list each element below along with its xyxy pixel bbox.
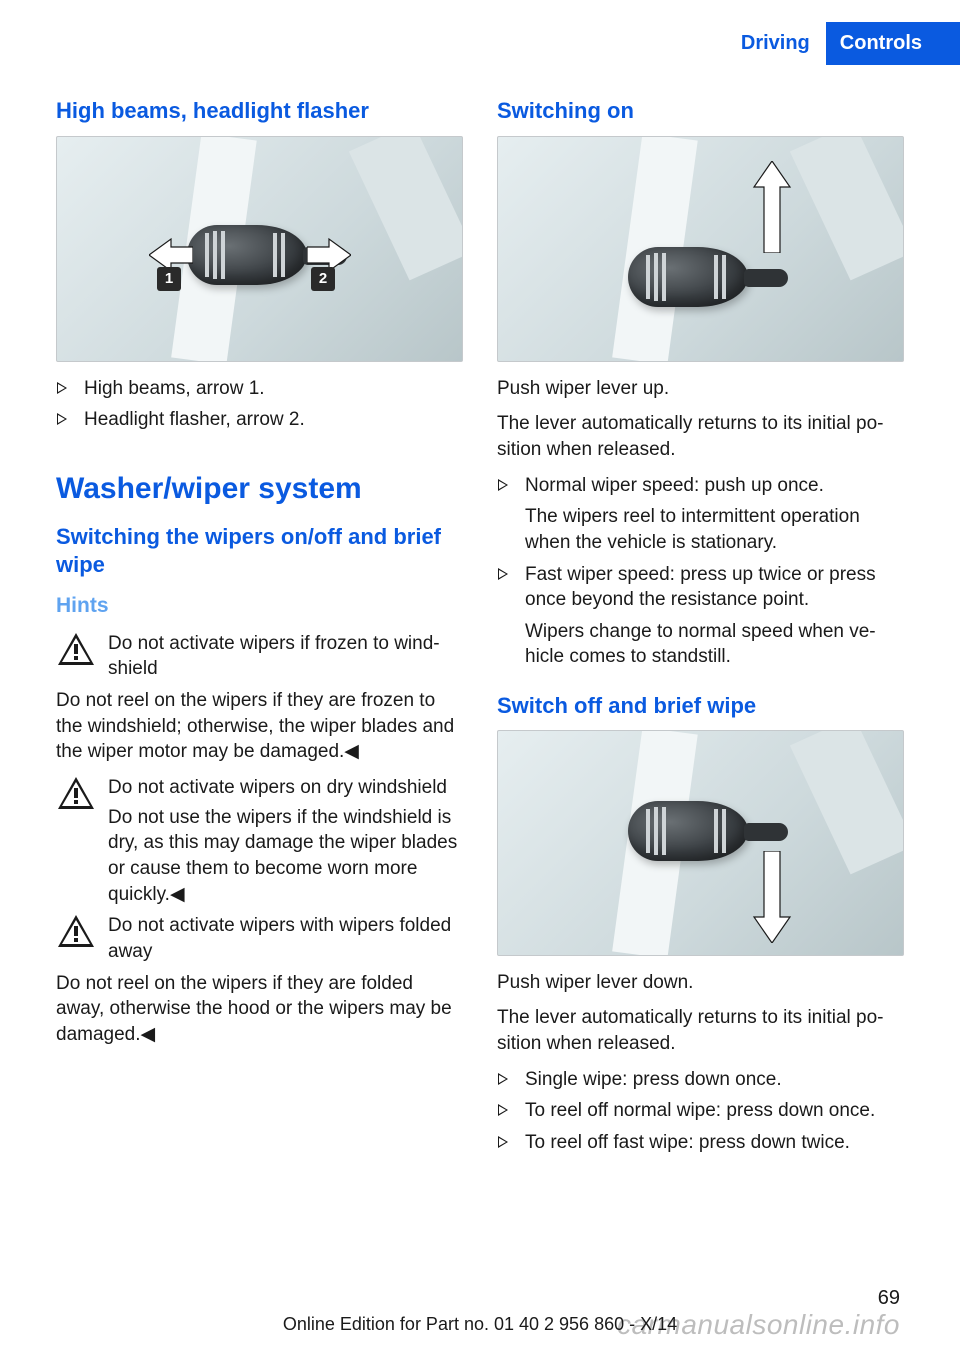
right-column: Switching on Push wiper [497,96,904,1161]
list-item: Fast wiper speed: press up twice or pres… [497,562,904,671]
list-item: Headlight flasher, arrow 2. [56,407,463,433]
warning-block: Do not activate wipers with wipers folde… [56,913,463,964]
warning-block: Do not activate wipers if frozen to wind… [56,631,463,682]
list-item: To reel off fast wipe: press down twice. [497,1130,904,1156]
figure-badge-1: 1 [157,267,181,291]
bullet-sub: Wipers change to normal speed when ve‐hi… [525,619,904,670]
arrow-down-icon [752,851,792,943]
warning-lead: Do not activate wipers on dry windshield… [108,775,463,907]
bullet-icon [497,1072,511,1086]
warning-lead-line1: Do not activate wipers on dry windshield [108,775,463,801]
bullet-main: Normal wiper speed: push up once. [525,473,904,499]
bullet-text: Fast wiper speed: press up twice or pres… [525,562,904,671]
paragraph: Push wiper lever down. [497,970,904,996]
bullet-icon [497,478,511,492]
page-header: Driving Controls [741,22,960,65]
figure-high-beams: 1 2 [56,136,463,362]
heading-switching-on: Switching on [497,96,904,126]
content-columns: High beams, headlight flasher [56,96,904,1161]
figure-lever-stub [744,823,788,841]
figure-switching-on [497,136,904,362]
footer-edition-line: Online Edition for Part no. 01 40 2 956 … [0,1312,960,1336]
bullet-icon [56,381,70,395]
bullet-text: Headlight flasher, arrow 2. [84,407,463,433]
heading-switching-wipers: Switching the wipers on/off and brief wi… [56,523,463,578]
figure-lever-stub [744,269,788,287]
warning-body: Do not reel on the wipers if they are fo… [56,971,463,1048]
list-item: To reel off normal wipe: press down once… [497,1098,904,1124]
bullet-text: Single wipe: press down once. [525,1067,904,1093]
bullet-text: Normal wiper speed: push up once. The wi… [525,473,904,556]
list-item: Single wipe: press down once. [497,1067,904,1093]
warning-lead: Do not activate wipers with wipers folde… [108,913,463,964]
warning-icon [56,775,96,811]
bullet-icon [497,1103,511,1117]
warning-icon [56,913,96,949]
bullet-main: Fast wiper speed: press up twice or pres… [525,562,904,613]
left-column: High beams, headlight flasher [56,96,463,1161]
paragraph: The lever automatically returns to its i… [497,411,904,462]
heading-high-beams: High beams, headlight flasher [56,96,463,126]
paragraph: Push wiper lever up. [497,376,904,402]
bullet-icon [497,1135,511,1149]
bullet-text: High beams, arrow 1. [84,376,463,402]
bullet-sub: The wipers reel to intermittent operatio… [525,504,904,555]
arrow-up-icon [752,161,792,253]
paragraph: The lever automatically returns to its i… [497,1005,904,1056]
list-item: Normal wiper speed: push up once. The wi… [497,473,904,556]
bullet-text: To reel off fast wipe: press down twice. [525,1130,904,1156]
heading-switch-off: Switch off and brief wipe [497,692,904,720]
figure-switch-off [497,730,904,956]
bullet-text: To reel off normal wipe: press down once… [525,1098,904,1124]
list-item: High beams, arrow 1. [56,376,463,402]
warning-block: Do not activate wipers on dry windshield… [56,775,463,907]
heading-hints: Hints [56,592,463,620]
heading-washer-wiper: Washer/wiper system [56,469,463,510]
warning-lead: Do not activate wipers if frozen to wind… [108,631,463,682]
header-right-label: Controls [826,22,960,65]
figure-badge-2: 2 [311,267,335,291]
bullet-icon [56,412,70,426]
warning-body-inline: Do not use the wipers if the windshield … [108,805,463,908]
warning-body: Do not reel on the wipers if they are fr… [56,688,463,765]
warning-icon [56,631,96,667]
header-left-label: Driving [741,22,826,65]
bullet-icon [497,567,511,581]
